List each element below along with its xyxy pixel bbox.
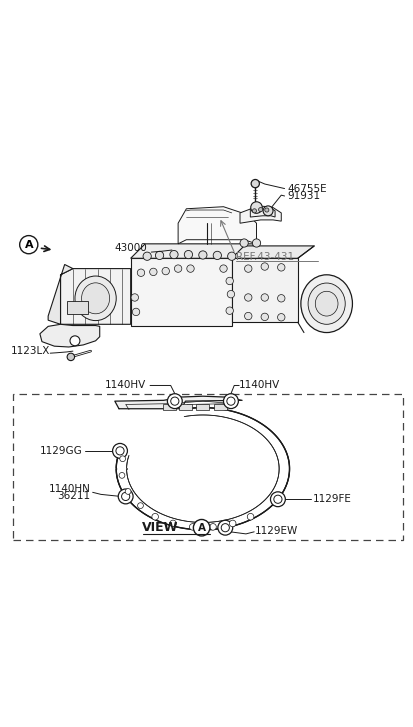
Circle shape xyxy=(244,294,252,301)
Polygon shape xyxy=(114,396,242,409)
Circle shape xyxy=(270,492,285,507)
Text: VIEW: VIEW xyxy=(141,521,178,534)
Circle shape xyxy=(229,520,235,527)
Circle shape xyxy=(70,336,80,346)
Circle shape xyxy=(252,239,260,247)
Polygon shape xyxy=(231,258,297,322)
Circle shape xyxy=(119,456,125,462)
Circle shape xyxy=(186,265,194,273)
Circle shape xyxy=(169,250,178,259)
Circle shape xyxy=(174,265,181,273)
Circle shape xyxy=(152,513,158,520)
Circle shape xyxy=(261,263,268,270)
Text: 91931: 91931 xyxy=(287,191,320,201)
Circle shape xyxy=(67,353,74,361)
Circle shape xyxy=(227,252,235,260)
Ellipse shape xyxy=(75,276,116,321)
Circle shape xyxy=(116,447,124,455)
Circle shape xyxy=(155,252,163,260)
Circle shape xyxy=(263,206,272,216)
Circle shape xyxy=(161,268,169,275)
Circle shape xyxy=(227,291,234,298)
Polygon shape xyxy=(131,258,231,326)
Circle shape xyxy=(261,294,268,301)
Circle shape xyxy=(217,521,232,535)
Circle shape xyxy=(223,394,238,409)
Circle shape xyxy=(149,268,157,276)
Ellipse shape xyxy=(315,292,337,316)
Circle shape xyxy=(137,503,143,508)
Circle shape xyxy=(273,495,281,503)
Circle shape xyxy=(121,492,129,500)
Circle shape xyxy=(277,294,284,302)
Circle shape xyxy=(170,397,178,405)
Bar xyxy=(196,404,209,410)
Circle shape xyxy=(118,489,133,504)
Ellipse shape xyxy=(307,283,344,324)
Circle shape xyxy=(213,252,221,260)
Circle shape xyxy=(167,394,182,409)
Bar xyxy=(66,301,88,314)
Text: 1140HV: 1140HV xyxy=(239,380,280,390)
Text: 1129GG: 1129GG xyxy=(40,446,83,456)
Circle shape xyxy=(226,397,235,405)
Circle shape xyxy=(131,294,138,301)
Polygon shape xyxy=(250,206,274,217)
Circle shape xyxy=(277,313,284,321)
Circle shape xyxy=(250,202,262,213)
Circle shape xyxy=(189,523,196,530)
Bar xyxy=(13,395,402,540)
Circle shape xyxy=(264,208,268,212)
Circle shape xyxy=(125,489,131,494)
Text: 36211: 36211 xyxy=(57,491,90,501)
Circle shape xyxy=(112,443,127,458)
Ellipse shape xyxy=(81,283,109,314)
Text: 1140HV: 1140HV xyxy=(104,380,145,390)
Text: 1140HN: 1140HN xyxy=(49,484,90,494)
Polygon shape xyxy=(231,246,313,258)
Polygon shape xyxy=(60,268,131,324)
Polygon shape xyxy=(178,206,256,244)
Text: REF.43-431: REF.43-431 xyxy=(235,252,293,262)
Circle shape xyxy=(209,523,216,530)
Text: 1123LX: 1123LX xyxy=(11,346,50,356)
Bar xyxy=(163,404,176,410)
Circle shape xyxy=(225,277,233,285)
Bar xyxy=(178,404,192,410)
Ellipse shape xyxy=(300,275,351,332)
Text: 1129EW: 1129EW xyxy=(254,526,297,536)
Circle shape xyxy=(193,520,209,536)
Circle shape xyxy=(219,265,227,273)
Circle shape xyxy=(244,313,252,320)
Circle shape xyxy=(277,264,284,271)
Circle shape xyxy=(198,251,206,259)
Circle shape xyxy=(225,307,233,314)
Circle shape xyxy=(252,209,256,213)
Circle shape xyxy=(119,473,125,478)
Text: A: A xyxy=(197,523,205,533)
Circle shape xyxy=(221,523,229,531)
Bar xyxy=(213,404,226,410)
Text: 46755E: 46755E xyxy=(287,183,326,193)
Circle shape xyxy=(247,513,253,520)
Polygon shape xyxy=(240,206,280,223)
Text: A: A xyxy=(24,240,33,249)
Circle shape xyxy=(143,252,151,260)
Circle shape xyxy=(258,207,262,212)
Circle shape xyxy=(240,239,248,247)
Circle shape xyxy=(244,265,252,273)
Circle shape xyxy=(20,236,38,254)
Circle shape xyxy=(132,308,140,316)
Circle shape xyxy=(169,520,176,527)
Circle shape xyxy=(137,269,145,276)
Text: 1129FE: 1129FE xyxy=(312,494,351,505)
Circle shape xyxy=(184,250,192,259)
Polygon shape xyxy=(48,265,73,324)
Circle shape xyxy=(251,180,259,188)
Circle shape xyxy=(261,313,268,321)
Text: 43000: 43000 xyxy=(114,243,147,253)
Polygon shape xyxy=(40,324,100,347)
Polygon shape xyxy=(131,244,256,258)
